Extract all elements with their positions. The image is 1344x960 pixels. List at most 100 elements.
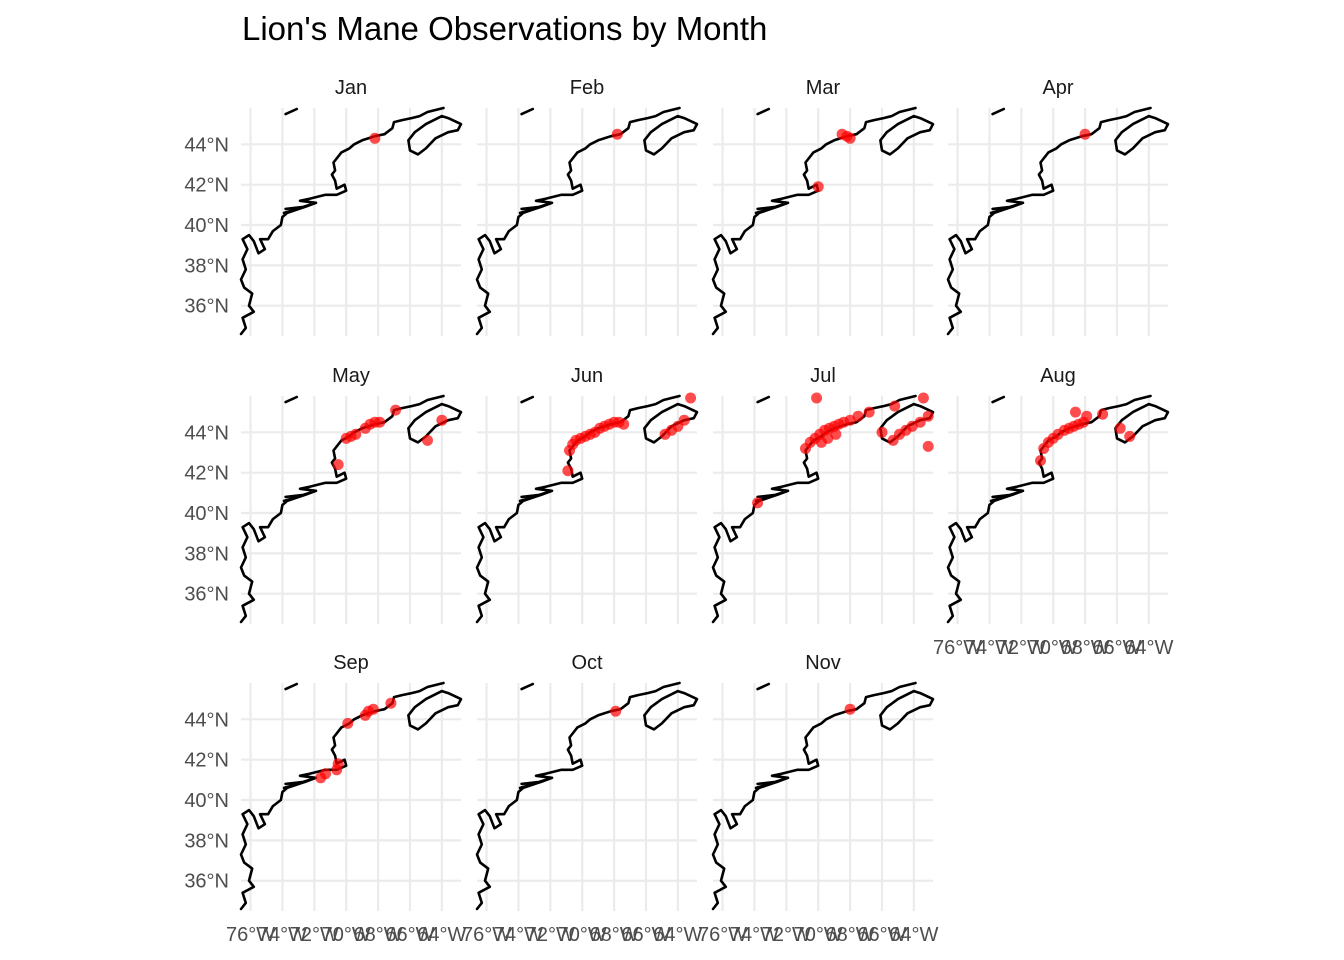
y-tick-label: 44°N xyxy=(184,422,229,444)
observation-point xyxy=(1035,455,1046,467)
x-tick-label: 70°W xyxy=(794,924,843,946)
long-island-coastline xyxy=(754,489,790,503)
facet-label: Oct xyxy=(571,652,603,674)
long-island-coastline xyxy=(754,776,790,790)
y-tick-label: 36°N xyxy=(184,871,229,893)
observation-point xyxy=(1081,410,1093,422)
y-tick-label: 42°N xyxy=(184,750,229,772)
facet-label: Apr xyxy=(1042,77,1073,99)
observation-point xyxy=(863,406,875,418)
facet-label: Mar xyxy=(806,77,841,99)
nova-scotia-coastline xyxy=(643,402,699,444)
observation-point xyxy=(917,392,929,404)
x-tick-label: 64°W xyxy=(653,924,702,946)
facet-panel-apr: Apr xyxy=(946,77,1170,336)
x-tick-label: 66°W xyxy=(1092,637,1141,659)
observation-point xyxy=(678,414,690,426)
lake-outline xyxy=(284,682,299,691)
observation-point xyxy=(611,128,623,140)
y-tick-label: 40°N xyxy=(184,503,229,525)
y-tick-label: 40°N xyxy=(184,790,229,812)
lake-outline xyxy=(756,395,771,404)
observation-point xyxy=(436,414,448,426)
observation-point xyxy=(752,497,764,509)
x-tick-label: 72°W xyxy=(526,924,575,946)
x-tick-label: 70°W xyxy=(558,924,607,946)
observation-point xyxy=(367,703,379,715)
observation-point xyxy=(369,132,381,144)
x-tick-label: 72°W xyxy=(290,924,339,946)
x-tick-label: 70°W xyxy=(322,924,371,946)
nova-scotia-coastline xyxy=(1114,114,1170,156)
nova-scotia-coastline xyxy=(407,402,463,444)
x-tick-label: 68°W xyxy=(1061,637,1110,659)
facet-label: Jan xyxy=(335,77,367,99)
nova-scotia-coastline xyxy=(879,114,935,156)
observation-point xyxy=(1070,406,1081,418)
observation-point xyxy=(922,410,934,422)
y-tick-label: 44°N xyxy=(184,134,229,156)
x-tick-label: 66°W xyxy=(385,924,434,946)
x-tick-label: 74°W xyxy=(730,924,779,946)
coastline xyxy=(239,681,445,911)
coastline xyxy=(946,394,1152,624)
facet-panel-jul: Jul xyxy=(711,365,935,624)
observation-point xyxy=(374,416,386,428)
x-tick-label: 68°W xyxy=(354,924,403,946)
long-island-coastline xyxy=(989,201,1025,215)
facet-panel-mar: Mar xyxy=(711,77,935,336)
x-tick-label: 68°W xyxy=(590,924,639,946)
lake-outline xyxy=(991,395,1006,404)
observation-point xyxy=(562,465,574,477)
observation-point xyxy=(830,428,842,440)
figure-title: Lion's Mane Observations by Month xyxy=(242,10,767,47)
observation-point xyxy=(914,416,926,428)
facet-label: Aug xyxy=(1040,365,1076,387)
coastline xyxy=(239,106,445,336)
facet-label: Jun xyxy=(571,365,603,387)
observation-point xyxy=(618,418,630,430)
lake-outline xyxy=(756,682,771,691)
lake-outline xyxy=(284,395,299,404)
long-island-coastline xyxy=(518,776,554,790)
x-tick-label: 64°W xyxy=(417,924,466,946)
nova-scotia-coastline xyxy=(407,689,463,731)
observation-point xyxy=(342,717,354,729)
observation-point xyxy=(332,758,344,770)
observation-point xyxy=(852,410,864,422)
facet-panel-jun: Jun xyxy=(475,365,699,624)
x-tick-label: 64°W xyxy=(1124,637,1173,659)
x-tick-label: 72°W xyxy=(762,924,811,946)
x-tick-label: 74°W xyxy=(965,637,1014,659)
x-tick-label: 76°W xyxy=(462,924,511,946)
long-island-coastline xyxy=(518,489,554,503)
long-island-coastline xyxy=(282,201,318,215)
facet-panel-oct: Oct 76°W74°W72°W70°W68°W66°W64°W xyxy=(462,652,703,946)
x-tick-label: 72°W xyxy=(997,637,1046,659)
facet-label: May xyxy=(332,365,370,387)
x-tick-label: 74°W xyxy=(494,924,543,946)
observation-point xyxy=(685,392,697,404)
nova-scotia-coastline xyxy=(407,114,463,156)
x-tick-label: 76°W xyxy=(226,924,275,946)
long-island-coastline xyxy=(754,201,790,215)
y-tick-label: 42°N xyxy=(184,463,229,485)
facet-label: Feb xyxy=(570,77,604,99)
y-tick-label: 36°N xyxy=(184,296,229,318)
observation-point xyxy=(320,768,331,780)
facet-panel-jan: Jan 36°N 38°N 40°N 42°N 44°N xyxy=(184,77,463,336)
observation-point xyxy=(876,426,888,438)
y-tick-label: 38°N xyxy=(184,255,229,277)
observation-point xyxy=(390,404,402,416)
x-tick-label: 64°W xyxy=(889,924,938,946)
lake-outline xyxy=(284,107,299,116)
coastline xyxy=(711,106,917,336)
facet-label: Sep xyxy=(333,652,369,674)
facet-panels: Jan 36°N 38°N 40°N 42°N 44°N Feb Mar Apr May 36°N 3… xyxy=(184,77,1173,946)
observation-point xyxy=(332,459,344,471)
x-tick-label: 68°W xyxy=(826,924,875,946)
x-tick-label: 66°W xyxy=(621,924,670,946)
x-tick-label: 66°W xyxy=(857,924,906,946)
y-tick-label: 36°N xyxy=(184,584,229,606)
y-tick-label: 42°N xyxy=(184,175,229,197)
